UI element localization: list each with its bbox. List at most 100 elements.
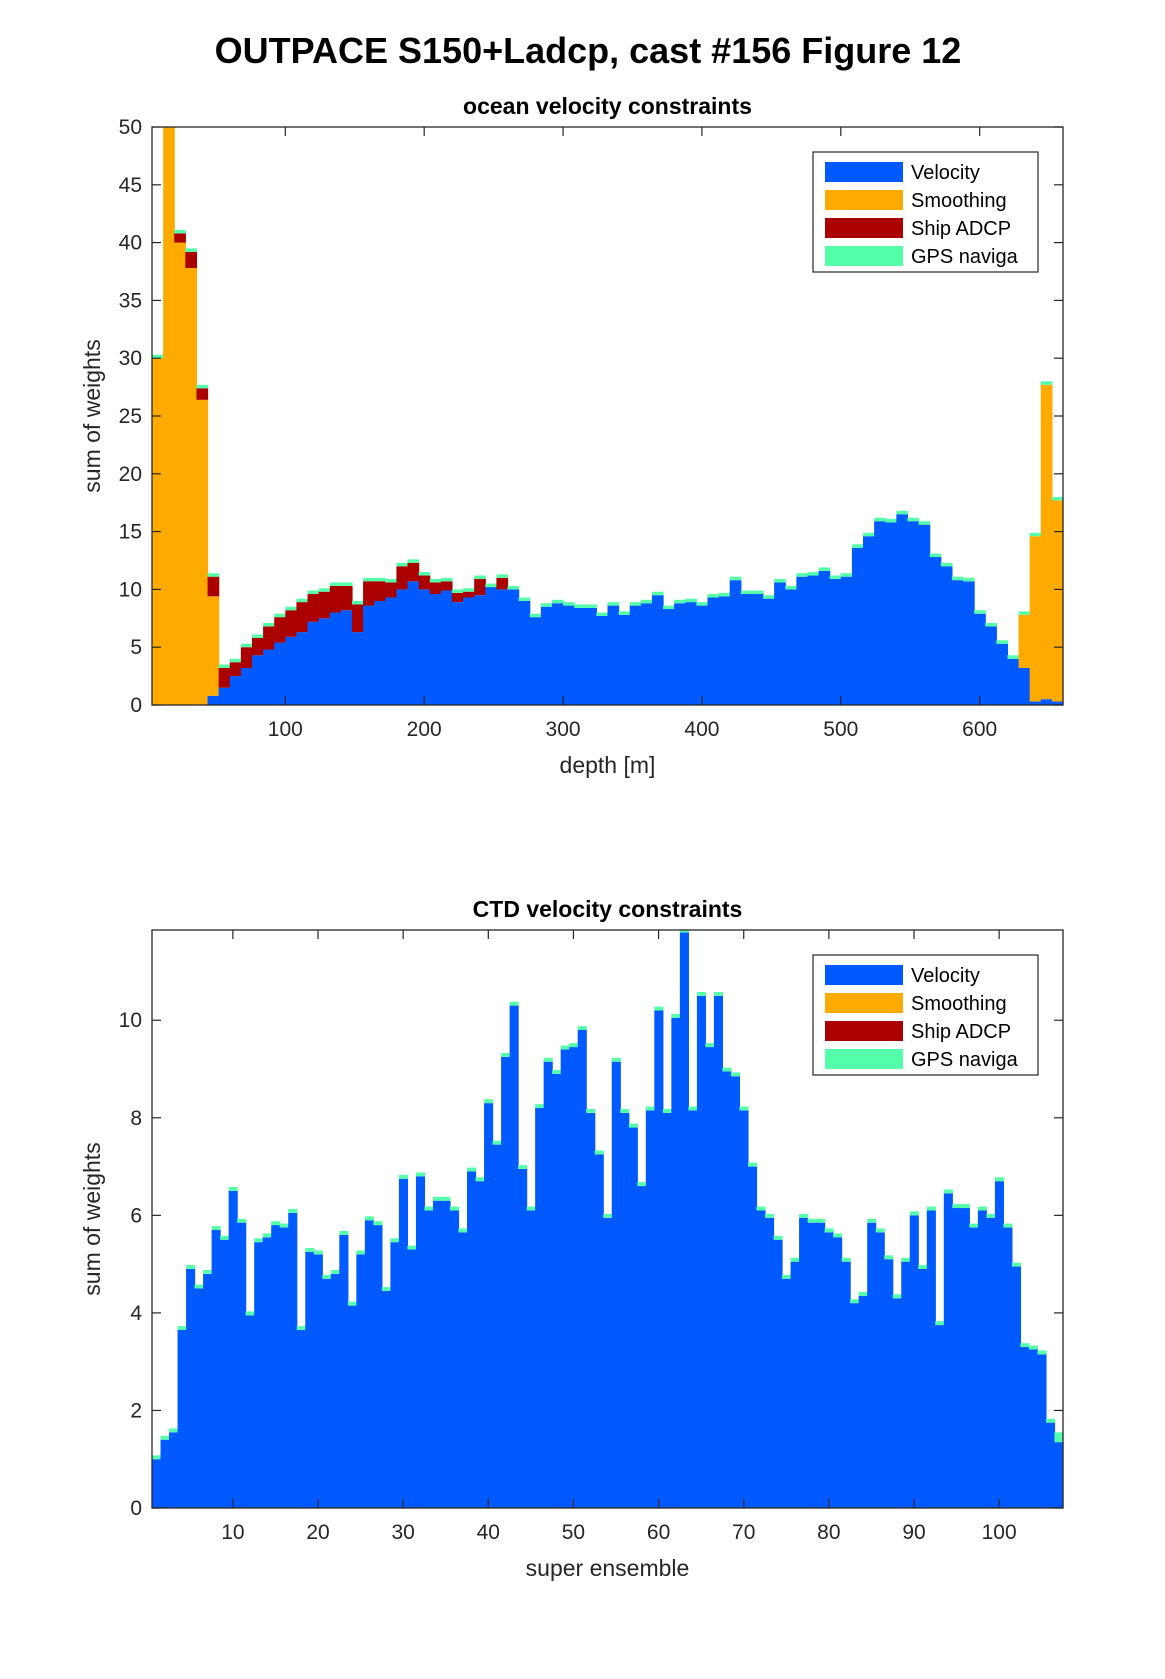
ocean-bar-velocity: [818, 570, 831, 705]
ocean-bar-gps-naviga: [596, 612, 609, 616]
ocean-ytick-label: 50: [119, 116, 142, 139]
ocean-bar-smoothing: [1040, 384, 1053, 700]
ctd-bar-velocity: [611, 1061, 621, 1508]
ctd-bar-velocity: [211, 1229, 221, 1508]
ctd-bar-gps-naviga: [577, 1026, 587, 1030]
ocean-legend-label: Velocity: [911, 162, 980, 184]
ocean-bar-ship-adcp: [429, 582, 442, 595]
ocean-bar-velocity: [251, 655, 264, 705]
ocean-bar-gps-naviga: [551, 599, 564, 604]
ctd-bar-velocity: [467, 1171, 477, 1508]
ocean-bar-velocity: [218, 687, 231, 705]
ocean-y-axis-label: sum of weights: [79, 339, 105, 492]
ctd-bar-velocity: [305, 1251, 315, 1508]
ctd-bar-gps-naviga: [330, 1269, 340, 1274]
ctd-bar-velocity: [177, 1329, 187, 1508]
ctd-bar-velocity: [364, 1220, 374, 1508]
ctd-bar-velocity: [1037, 1354, 1047, 1508]
ctd-xtick-label: 40: [477, 1521, 500, 1544]
ctd-bar-velocity: [424, 1210, 434, 1508]
ctd-bar-velocity: [747, 1166, 758, 1508]
ocean-legend-label: Smoothing: [911, 190, 1007, 212]
ocean-bar-gps-naviga: [663, 605, 675, 610]
ctd-bar-gps-naviga: [254, 1238, 264, 1243]
ctd-bar-gps-naviga: [994, 1177, 1004, 1182]
ocean-bar-velocity: [896, 514, 909, 705]
ctd-bar-velocity: [586, 1112, 596, 1508]
ocean-bar-gps-naviga: [707, 594, 720, 598]
ctd-bar-velocity: [756, 1210, 766, 1508]
ocean-legend-swatch: [825, 246, 903, 266]
ocean-bar-velocity: [263, 649, 275, 705]
ocean-bar-gps-naviga: [929, 553, 942, 558]
ctd-bar-velocity: [645, 1110, 655, 1508]
ocean-chart-title: ocean velocity constraints: [463, 93, 752, 119]
ocean-bar-ship-adcp: [229, 662, 242, 677]
ocean-bar-velocity: [474, 595, 486, 705]
ctd-bar-gps-naviga: [773, 1235, 783, 1240]
ctd-bar-velocity: [237, 1222, 247, 1508]
ocean-bar-velocity: [1018, 668, 1031, 705]
ocean-bar-gps-naviga: [340, 582, 353, 586]
ocean-bar-velocity: [740, 594, 753, 705]
ocean-bar-gps-naviga: [751, 590, 764, 595]
ctd-bar-gps-naviga: [160, 1435, 170, 1440]
ctd-bar-velocity: [1028, 1349, 1039, 1508]
ocean-bar-ship-adcp: [474, 579, 486, 596]
ocean-bar-gps-naviga: [907, 517, 920, 522]
ctd-bar-gps-naviga: [441, 1196, 451, 1201]
ocean-bar-gps-naviga: [674, 599, 686, 604]
ocean-bar-smoothing: [163, 127, 175, 705]
ctd-bar-gps-naviga: [305, 1248, 315, 1252]
ctd-bar-gps-naviga: [492, 1140, 502, 1145]
ocean-bar-gps-naviga: [996, 640, 1009, 644]
ocean-bar-gps-naviga: [463, 588, 475, 592]
ctd-bar-velocity: [543, 1061, 553, 1508]
ctd-bar-gps-naviga: [611, 1057, 621, 1062]
ctd-bar-velocity: [518, 1169, 528, 1508]
ctd-bar-velocity: [569, 1047, 579, 1508]
ocean-bar-gps-naviga: [574, 604, 586, 608]
ocean-bar-gps-naviga: [529, 613, 542, 618]
ocean-bar-velocity: [418, 589, 431, 705]
ctd-x-axis-label: super ensemble: [526, 1555, 690, 1581]
ocean-ytick-label: 0: [130, 694, 142, 717]
ctd-bar-gps-naviga: [390, 1238, 400, 1243]
ctd-bar-velocity: [688, 1110, 698, 1508]
ctd-bar-gps-naviga: [560, 1045, 570, 1050]
ocean-bar-gps-naviga: [1051, 496, 1064, 501]
ocean-legend-swatch: [825, 218, 903, 238]
ctd-bar-gps-naviga: [952, 1204, 962, 1209]
ctd-bar-gps-naviga: [705, 1043, 715, 1048]
ocean-bar-velocity: [874, 521, 886, 705]
ocean-bar-velocity: [951, 580, 964, 705]
ctd-bar-velocity: [501, 1056, 511, 1508]
ctd-bar-velocity: [322, 1278, 332, 1508]
ocean-bar-gps-naviga: [1018, 611, 1031, 615]
ctd-bar-velocity: [415, 1176, 426, 1508]
ocean-bar-gps-naviga: [507, 585, 520, 590]
ctd-bar-gps-naviga: [535, 1104, 545, 1109]
ocean-bar-velocity: [785, 589, 797, 705]
ocean-xtick-label: 400: [684, 718, 719, 741]
ctd-bar-gps-naviga: [884, 1255, 894, 1260]
ctd-bar-gps-naviga: [909, 1211, 919, 1216]
ocean-bar-gps-naviga: [807, 572, 820, 576]
ctd-bar-velocity: [296, 1329, 306, 1508]
ctd-bar-velocity: [279, 1227, 289, 1508]
ocean-bar-gps-naviga: [607, 602, 620, 606]
ctd-bar-gps-naviga: [722, 1067, 732, 1072]
ocean-bar-gps-naviga: [185, 248, 198, 252]
ctd-bar-velocity: [935, 1325, 945, 1508]
ctd-bar-velocity: [662, 1112, 672, 1508]
ocean-bar-gps-naviga: [896, 510, 909, 515]
ctd-bar-velocity: [271, 1225, 281, 1508]
ocean-bar-ship-adcp: [440, 581, 453, 591]
ocean-bar-velocity: [651, 595, 664, 705]
ocean-bar-gps-naviga: [229, 658, 242, 663]
ocean-bar-velocity: [907, 521, 920, 705]
ctd-bar-velocity: [807, 1222, 817, 1508]
ocean-bar-velocity: [451, 602, 464, 705]
ocean-bar-velocity: [296, 632, 309, 705]
ctd-bar-velocity: [739, 1110, 749, 1508]
